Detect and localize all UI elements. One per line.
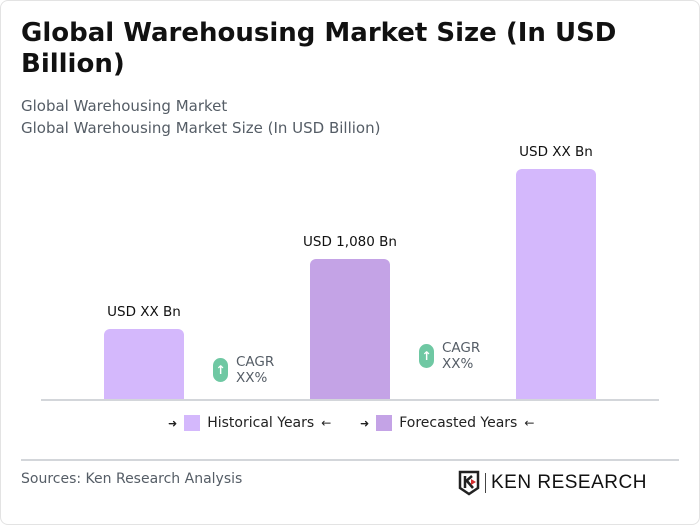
legend-swatch	[184, 415, 201, 431]
legend-label: Historical Years	[207, 415, 315, 431]
arrow-left-icon: ←	[524, 416, 535, 430]
cagr-value: XX%	[236, 370, 268, 386]
arrow-up-icon: ↑	[213, 358, 228, 382]
subtitle: Global Warehousing Market	[21, 97, 228, 115]
bar-3	[516, 169, 596, 400]
arrow-right-icon: ➜	[360, 416, 370, 430]
arrow-right-icon: ➜	[168, 416, 178, 430]
cagr-annotation: ↑ CAGR XX%	[419, 340, 480, 372]
data-label: USD 1,080 Bn	[303, 234, 397, 250]
subtitle-2: Global Warehousing Market Size (In USD B…	[21, 119, 381, 137]
page-title: Global Warehousing Market Size (In USD B…	[21, 18, 617, 79]
x-axis	[41, 399, 659, 401]
cagr-value: XX%	[442, 356, 474, 372]
legend-swatch	[376, 415, 393, 431]
divider	[21, 459, 679, 461]
arrow-left-icon: ←	[321, 416, 332, 430]
ken-logo-icon	[458, 470, 480, 496]
bar-1	[104, 329, 184, 400]
data-label: USD XX Bn	[107, 304, 181, 320]
legend-item-forecasted: ➜ Forecasted Years ←	[360, 415, 534, 431]
legend-item-historical: ➜ Historical Years ←	[168, 415, 331, 431]
ken-research-logo: KEN RESEARCH	[458, 470, 647, 496]
bar-2	[310, 259, 390, 400]
cagr-label: CAGR	[442, 340, 481, 356]
legend-label: Forecasted Years	[399, 415, 518, 431]
logo-text: KEN RESEARCH	[491, 472, 647, 493]
cagr-label: CAGR	[236, 354, 275, 370]
arrow-up-icon: ↑	[419, 344, 434, 368]
source-note: Sources: Ken Research Analysis	[21, 471, 243, 487]
cagr-annotation: ↑ CAGR XX%	[213, 354, 274, 386]
data-label: USD XX Bn	[519, 144, 593, 160]
